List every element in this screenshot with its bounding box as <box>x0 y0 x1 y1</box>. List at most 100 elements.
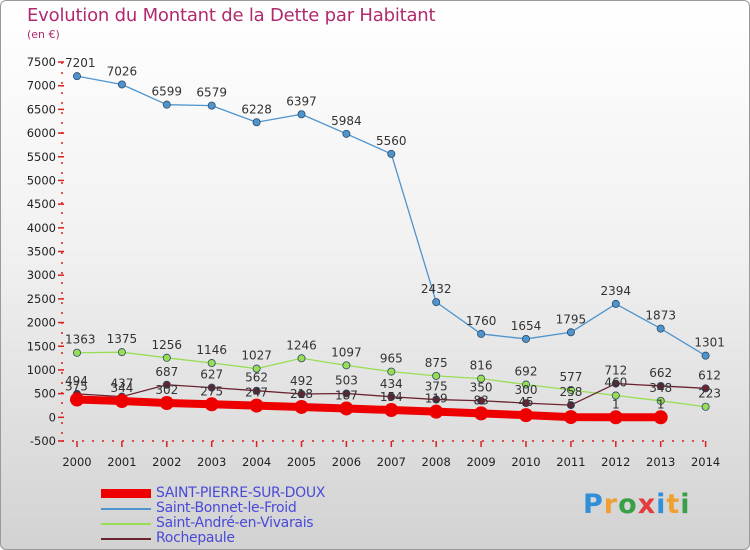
data-point <box>611 379 620 388</box>
data-label: 434 <box>380 377 403 391</box>
data-labels-0: 375 344 302 275 247 218 187 154 119 83 45 5 1 1 <box>65 380 665 412</box>
series-line <box>76 75 707 357</box>
data-point <box>207 383 216 392</box>
data-point <box>73 72 82 81</box>
data-label: 2394 <box>601 284 632 298</box>
data-labels-1: 7201 7026 6599 6579 6228 6397 5984 5560 2432 1760… <box>65 56 725 350</box>
data-label: 154 <box>380 390 403 404</box>
brand-logo-letter: r <box>603 489 619 520</box>
data-point <box>387 392 396 401</box>
data-label: 816 <box>470 359 493 373</box>
data-label: 662 <box>649 366 672 380</box>
y-tick-label: 6000 <box>27 126 56 140</box>
data-point <box>653 410 668 425</box>
data-point <box>342 361 351 370</box>
data-point <box>252 364 261 373</box>
data-point <box>117 80 126 89</box>
legend-swatch <box>101 523 151 525</box>
legend-swatch <box>101 489 151 498</box>
data-label: 1375 <box>107 332 138 346</box>
data-label: 375 <box>425 380 448 394</box>
brand-logo-letter: x <box>637 489 657 520</box>
data-label: 965 <box>380 352 403 366</box>
data-point <box>159 396 174 411</box>
data-label: 258 <box>559 385 582 399</box>
chart-title: Evolution du Montant de la Dette par Hab… <box>27 5 436 26</box>
data-point <box>207 359 216 368</box>
data-label: 119 <box>425 392 448 406</box>
data-label: 1363 <box>65 333 96 347</box>
data-point <box>432 298 441 307</box>
y-tick-label: 0 <box>49 410 56 424</box>
series-line <box>73 395 665 422</box>
data-label: 350 <box>470 381 493 395</box>
data-label: 5 <box>567 397 575 411</box>
data-label: 1301 <box>694 336 725 350</box>
y-tick-label: -500 <box>30 434 56 448</box>
data-label: 1654 <box>511 319 542 333</box>
legend-label: Saint-André-en-Vivarais <box>156 515 314 531</box>
x-tick-label: 2011 <box>556 455 585 469</box>
data-label: 1760 <box>466 314 497 328</box>
series-0 <box>70 392 668 425</box>
data-point <box>474 406 489 421</box>
data-point <box>117 348 126 357</box>
legend-label: SAINT-PIERRE-SUR-DOUX <box>156 485 326 501</box>
y-tick-label: 5000 <box>27 173 56 187</box>
y-tick-label: 6500 <box>27 102 56 116</box>
data-label: 83 <box>473 393 488 407</box>
y-tick-label: 2000 <box>27 316 56 330</box>
data-label: 1097 <box>331 345 362 359</box>
y-axis: -500 0 500 1000 1500 2000 2500 3000 3500 4000 4500… <box>27 55 64 448</box>
data-point <box>432 395 441 404</box>
data-label: 494 <box>65 374 88 388</box>
data-label: 1146 <box>196 343 227 357</box>
data-label: 437 <box>110 377 133 391</box>
data-point <box>70 392 84 407</box>
series-2 <box>73 348 710 411</box>
x-tick-label: 2000 <box>62 455 91 469</box>
series-1 <box>73 72 710 360</box>
y-tick-label: 5500 <box>27 150 56 164</box>
data-label: 375 <box>65 380 88 394</box>
data-label: 218 <box>290 387 313 401</box>
y-tick-label: 2500 <box>27 292 56 306</box>
data-point <box>477 396 486 405</box>
y-tick-label: 7000 <box>27 79 56 93</box>
data-point <box>656 396 665 405</box>
data-point <box>611 299 620 308</box>
data-point <box>566 385 575 394</box>
brand-logo-letter: P <box>583 489 604 520</box>
data-point <box>656 381 665 390</box>
data-label: 875 <box>425 356 448 370</box>
data-point <box>566 328 575 337</box>
data-label: 692 <box>515 365 538 379</box>
data-point <box>477 374 486 383</box>
x-tick-label: 2013 <box>646 455 675 469</box>
brand-logo-letter: t <box>666 489 681 520</box>
data-label: 45 <box>518 395 533 409</box>
data-label: 5984 <box>331 114 362 128</box>
legend-swatch <box>101 508 151 510</box>
data-point <box>252 118 261 127</box>
data-label: 612 <box>698 368 721 382</box>
y-tick-label: 7500 <box>27 55 56 69</box>
data-label: 1027 <box>241 349 272 363</box>
data-label: 6228 <box>241 102 272 116</box>
data-point <box>563 410 578 425</box>
data-point <box>566 401 575 410</box>
data-point <box>162 353 171 362</box>
data-point <box>249 398 264 413</box>
data-label: 1256 <box>152 338 183 352</box>
y-tick-label: 1000 <box>27 363 56 377</box>
x-tick-label: 2001 <box>107 455 136 469</box>
data-label: 687 <box>155 365 178 379</box>
data-point <box>429 404 444 419</box>
chart-subtitle: (en €) <box>27 28 60 41</box>
data-point <box>656 324 665 333</box>
data-label: 1 <box>612 397 620 411</box>
data-label: 187 <box>335 388 358 402</box>
data-point <box>294 399 309 414</box>
data-point <box>342 129 351 138</box>
